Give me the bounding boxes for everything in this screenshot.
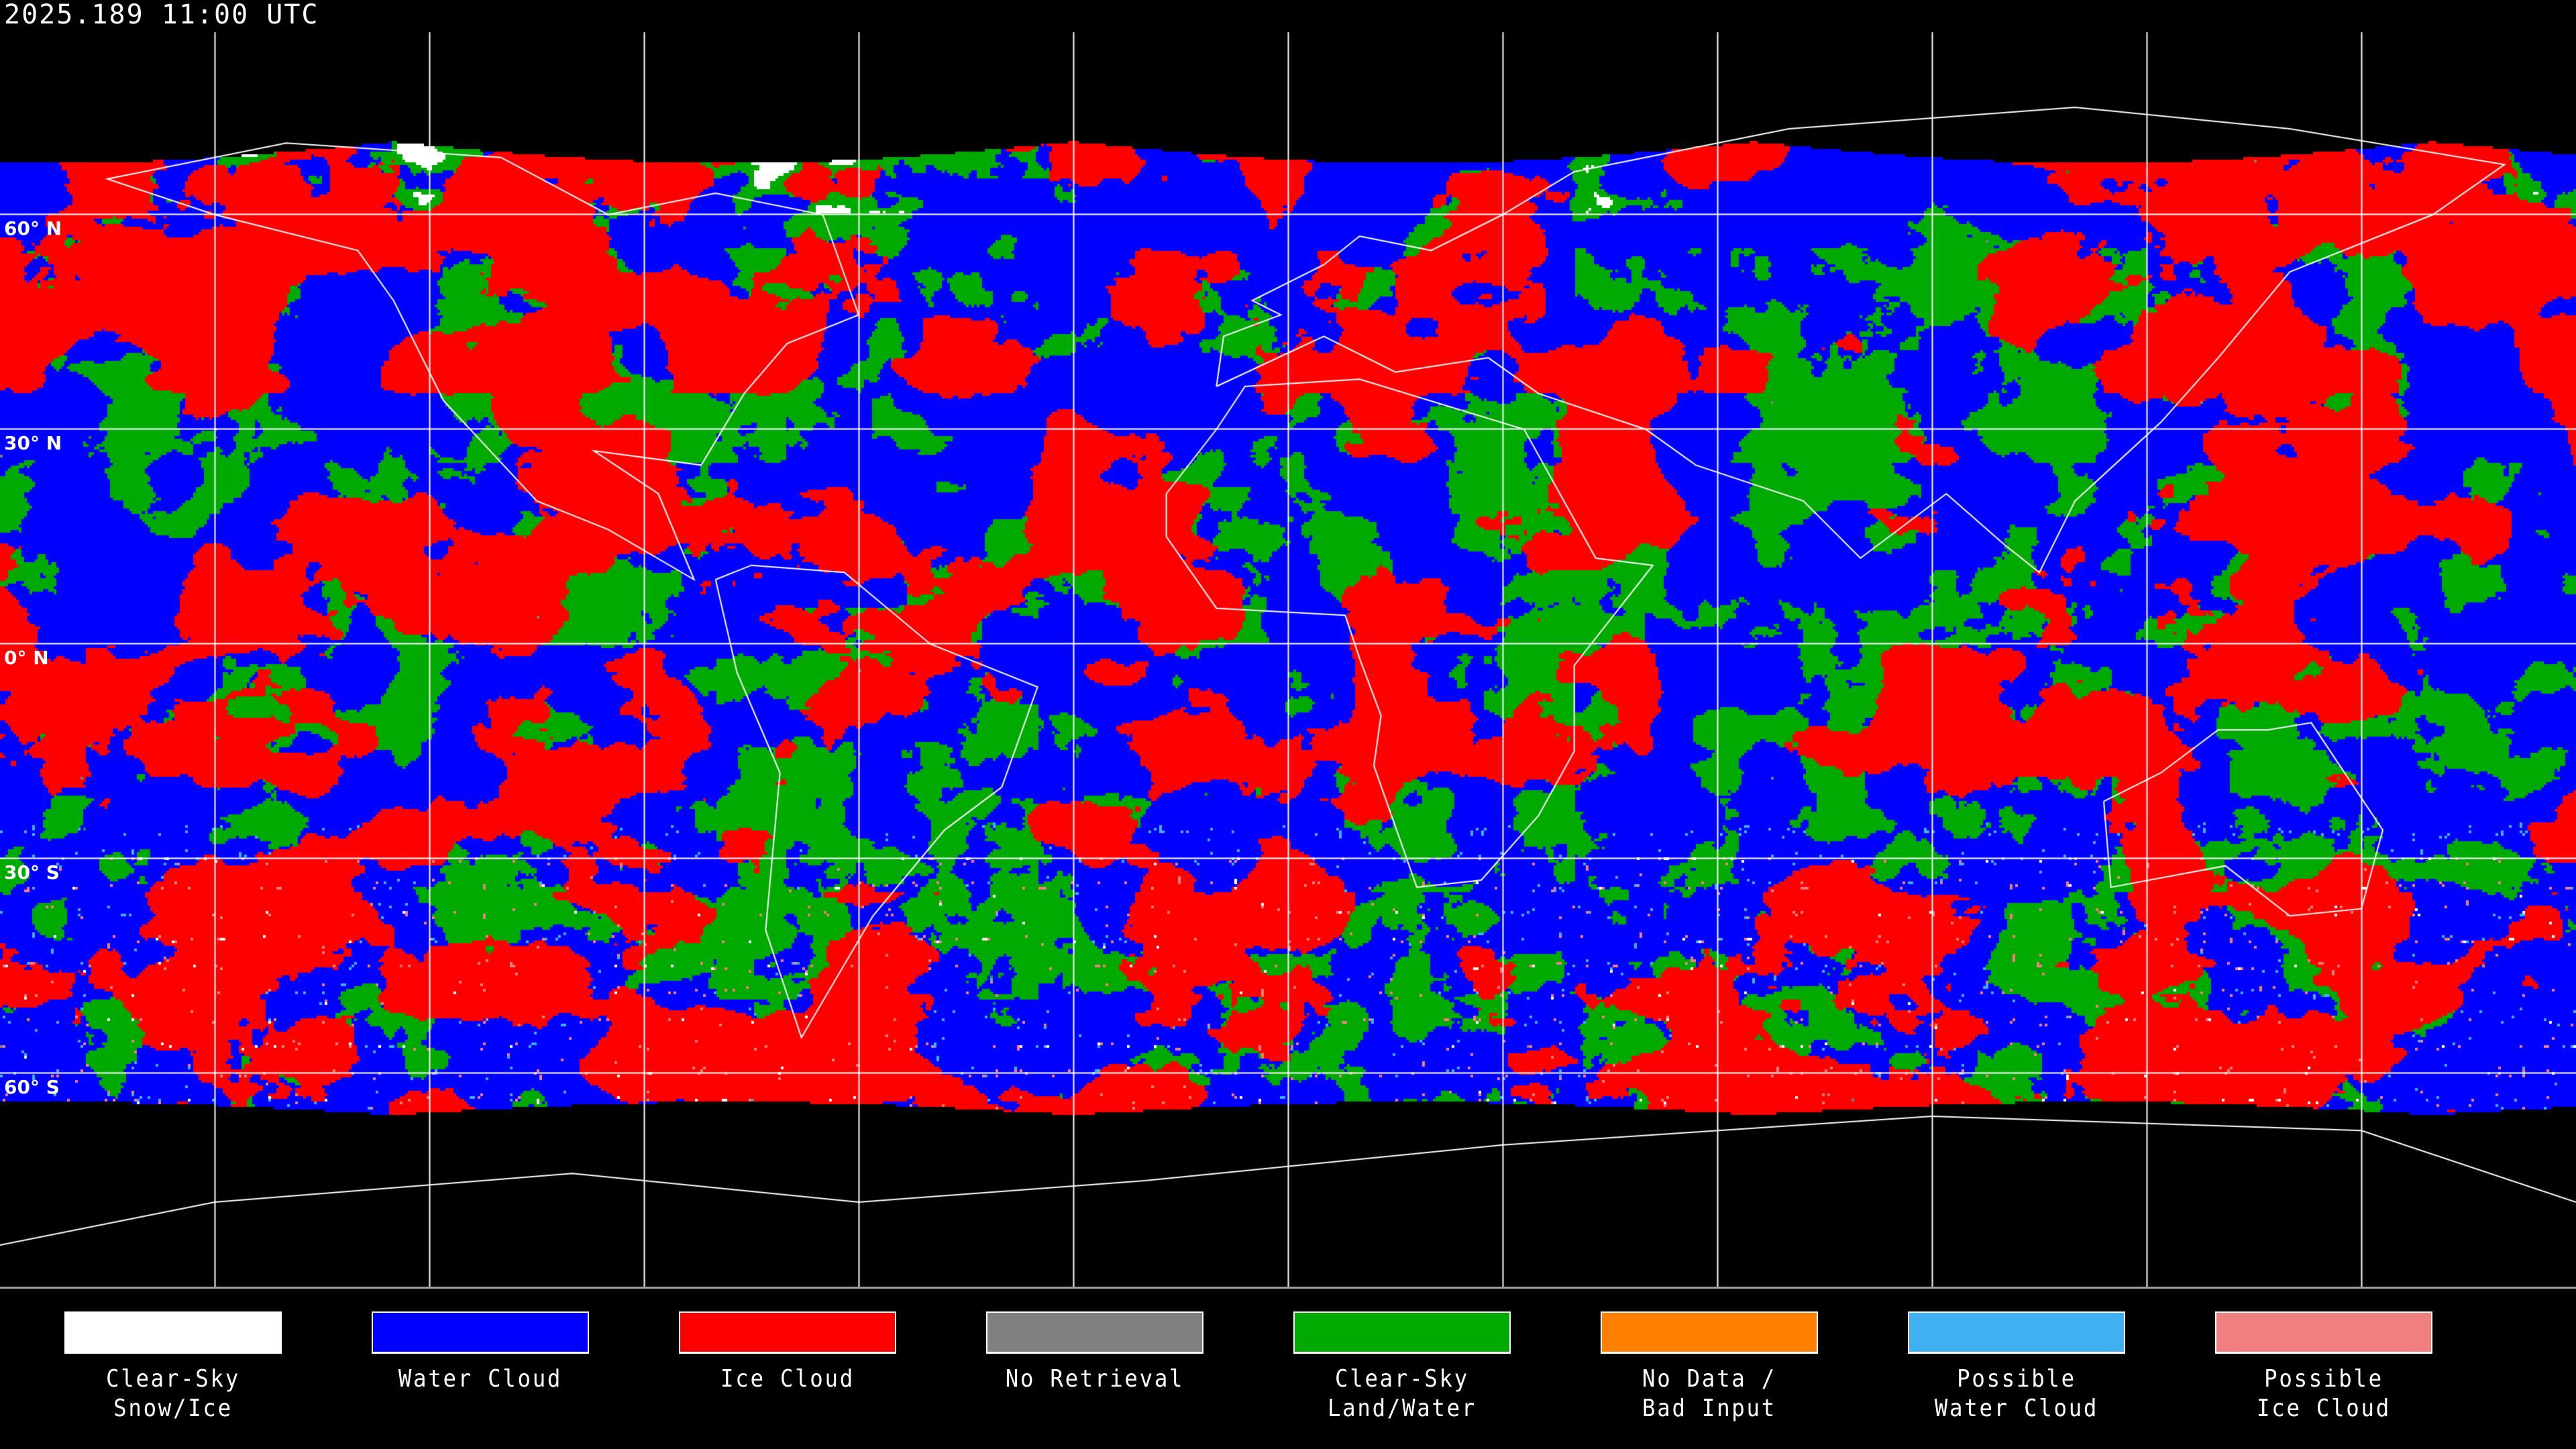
legend-item-water-cloud: Water Cloud: [372, 1311, 589, 1394]
legend-label: Clear-Sky Land/Water: [1327, 1365, 1477, 1422]
legend-label: Possible Water Cloud: [1934, 1365, 2099, 1422]
legend-item-possible-water-cloud: Possible Water Cloud: [1908, 1311, 2125, 1424]
legend-label: No Data / Bad Input: [1642, 1365, 1776, 1422]
legend-item-clear-sky-snow-ice: Clear-Sky Snow/Ice: [64, 1311, 282, 1424]
lat-label-30s: 30° S: [4, 861, 60, 883]
legend-item-no-retrieval: No Retrieval: [986, 1311, 1203, 1394]
legend-label: No Retrieval: [1005, 1365, 1185, 1393]
legend-swatch: [64, 1311, 282, 1354]
legend-label: Ice Cloud: [720, 1365, 855, 1393]
legend-divider: [0, 1287, 2576, 1289]
legend-item-clear-sky-land-water: Clear-Sky Land/Water: [1293, 1311, 1511, 1424]
legend-item-ice-cloud: Ice Cloud: [679, 1311, 896, 1394]
legend-label: Clear-Sky Snow/Ice: [106, 1365, 240, 1422]
cloud-phase-map: 2025.189 11:00 UTC 60° N 30° N 0° N 30° …: [0, 0, 2576, 1287]
legend-swatch: [1908, 1311, 2125, 1354]
lat-label-30n: 30° N: [4, 432, 62, 454]
legend-item-no-data-bad-input: No Data / Bad Input: [1601, 1311, 1818, 1424]
legend-swatch: [2215, 1311, 2432, 1354]
cloud-phase-image: [0, 0, 2576, 1287]
lat-label-0n: 0° N: [4, 647, 49, 669]
legend-swatch: [1293, 1311, 1511, 1354]
legend-swatch: [1601, 1311, 1818, 1354]
legend-swatch: [679, 1311, 896, 1354]
lat-label-60s: 60° S: [4, 1076, 60, 1098]
legend-label: Water Cloud: [398, 1365, 563, 1393]
lat-label-60n: 60° N: [4, 217, 62, 239]
timestamp-title: 2025.189 11:00 UTC: [4, 0, 319, 30]
legend-swatch: [986, 1311, 1203, 1354]
legend-item-possible-ice-cloud: Possible Ice Cloud: [2215, 1311, 2432, 1424]
legend-label: Possible Ice Cloud: [2257, 1365, 2391, 1422]
legend-swatch: [372, 1311, 589, 1354]
